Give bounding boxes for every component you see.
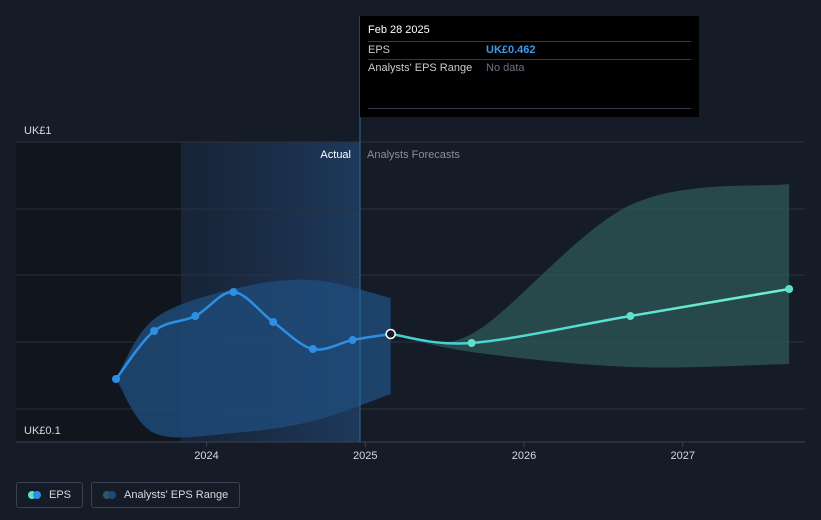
eps-actual-point-2 [191,312,200,320]
x-tick-label-2024: 2024 [194,450,218,462]
tooltip-eps-row: EPS UK£0.462 [368,41,691,59]
x-tick-label-2025: 2025 [353,450,377,462]
eps-forecast-point-3 [785,285,794,293]
x-tick-label-2027: 2027 [671,450,695,462]
y-axis-bottom-label: UK£0.1 [24,425,61,437]
x-tick-label-2026: 2026 [512,450,536,462]
x-axis-ticks: 2024 2025 2026 2027 [194,442,695,462]
y-axis-top-label: UK£1 [24,125,52,137]
eps-actual-point-6 [348,336,357,344]
tooltip-date: Feb 28 2025 [368,24,430,36]
range-band-0 [390,184,790,368]
actual-label: Actual [320,149,351,161]
eps-forecast-line [390,287,790,345]
eps-actual-point-3 [229,288,238,296]
tooltip-eps-value: UK£0.462 [486,44,536,56]
eps-actual-point-5 [308,345,317,353]
tooltip-range-value: No data [486,62,525,74]
legend-range-label: Analysts' EPS Range [124,489,229,501]
eps-actual-point-1 [150,327,159,335]
eps-highlight-point [385,328,396,340]
eps-actual-point-4 [269,318,278,326]
eps-actual-point-0 [112,375,121,383]
eps-points [112,285,794,383]
tooltip-range-label: Analysts' EPS Range [368,62,473,74]
tooltip-range-row: Analysts' EPS Range No data [368,59,691,77]
legend-eps-swatch [28,491,41,499]
tooltip: Feb 28 2025 EPS UK£0.462 Analysts' EPS R… [360,16,699,117]
eps-forecast-point-2 [626,312,635,320]
legend-eps-label: EPS [49,489,72,501]
legend: EPS Analysts' EPS Range [16,482,241,508]
legend-range-swatch [103,491,117,499]
legend-range[interactable]: Analysts' EPS Range [91,482,241,508]
eps-forecast-point-1 [467,339,476,347]
tooltip-eps-label: EPS [368,44,391,56]
legend-eps[interactable]: EPS [16,482,84,508]
forecast-label: Analysts Forecasts [367,149,460,161]
tooltip-divider [368,108,691,109]
